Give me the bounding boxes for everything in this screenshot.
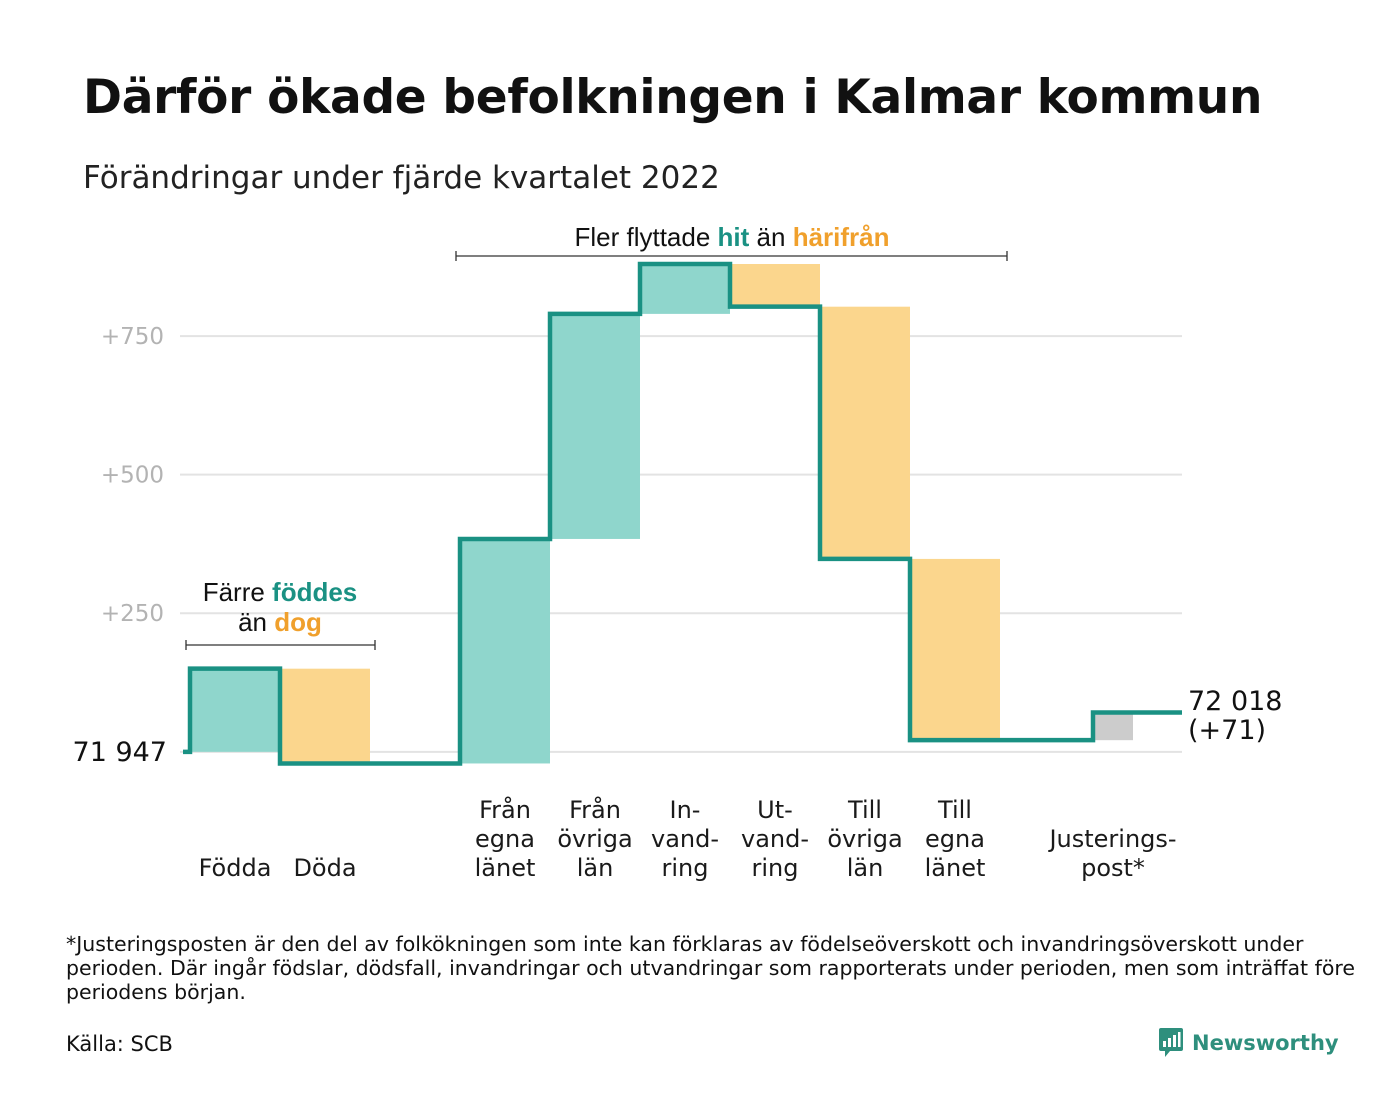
- bar-döda: [280, 668, 370, 764]
- chart-title: Därför ökade befolkningen i Kalmar kommu…: [83, 70, 1263, 125]
- births-annotation-line1: Färre föddes: [203, 577, 358, 607]
- category-label: Döda: [293, 854, 356, 882]
- category-label: In-vand-ring: [651, 796, 719, 882]
- waterfall-chart: +250 +500 +750 Födda Döda Från egna länet Från öv…: [73, 222, 1283, 882]
- bar-justeringspost: [1093, 712, 1133, 741]
- bar-födda: [190, 668, 280, 752]
- footnote: *Justeringsposten är den del av folkökni…: [66, 932, 1355, 1004]
- migration-bracket: [455, 251, 1008, 261]
- end-change-label: (+71): [1188, 715, 1266, 746]
- bar-frånegnalänet: [460, 538, 550, 764]
- category-label: Till övriga län: [827, 796, 902, 882]
- start-value-label: 71 947: [73, 737, 167, 768]
- category-label: Från egna länet: [475, 795, 536, 882]
- births-annotation-line2: än dog: [238, 607, 322, 637]
- end-value-label: 72 018: [1188, 686, 1282, 717]
- category-label: Från övriga län: [557, 795, 632, 882]
- bars: [190, 264, 1133, 764]
- source: Källa: SCB: [66, 1032, 173, 1056]
- bar-invandring: [640, 264, 730, 314]
- bar-tillegnalänet: [910, 558, 1000, 741]
- step-line-layer: [183, 261, 1182, 766]
- y-tick-label: +250: [101, 601, 164, 627]
- bar-chart-speech-bubble-icon: [1159, 1028, 1183, 1057]
- y-tick-label: +500: [101, 463, 164, 489]
- labels: +250 +500 +750 Födda Döda Från egna länet Från öv…: [73, 324, 1283, 882]
- brand-name: Newsworthy: [1192, 1031, 1339, 1055]
- category-label: Födda: [199, 854, 272, 882]
- brand-logo: Newsworthy: [1158, 1026, 1339, 1060]
- category-label: Ut-vand-ring: [741, 796, 809, 882]
- bar-frånövrigalän: [550, 313, 640, 539]
- chart-subtitle: Förändringar under fjärde kvartalet 2022: [83, 160, 720, 196]
- bar-utvandring: [730, 264, 820, 307]
- migration-annotation: Fler flyttade hit än härifrån: [574, 222, 889, 252]
- y-tick-label: +750: [101, 324, 164, 350]
- cumulative-step-line: [183, 261, 1182, 766]
- births-bracket: [185, 640, 376, 650]
- category-label: Justerings-post*: [1047, 825, 1176, 882]
- category-label: Till egna länet: [925, 796, 986, 882]
- bar-tillövrigalän: [820, 306, 910, 559]
